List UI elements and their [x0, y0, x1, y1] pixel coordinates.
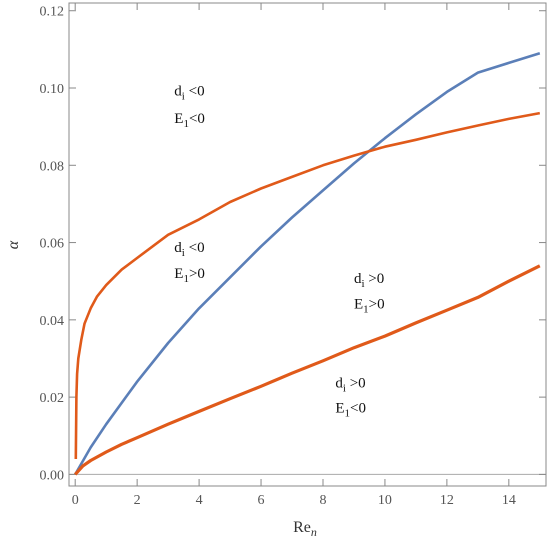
y-tick-label: 0.08 [40, 159, 65, 174]
region-label-line1: di <0 [174, 240, 204, 259]
plot-frame [68, 2, 547, 487]
region-label-line2: E1>0 [354, 296, 385, 315]
x-axis-label-subscript: n [311, 525, 317, 539]
series-line-1 [74, 51, 541, 476]
region-labels: di <0 E1<0 di <0 E1>0 di >0 E1>0 di >0 E1<0 [174, 84, 384, 420]
x-tick-label: 0 [72, 493, 79, 508]
y-tick-label: 0.02 [40, 391, 65, 406]
x-tick-label: 8 [319, 493, 326, 508]
y-tick-label: 0.12 [40, 5, 65, 20]
x-tick-label: 10 [378, 493, 392, 508]
y-tick-label: 0.00 [40, 468, 65, 483]
x-tick-label: 14 [502, 493, 516, 508]
y-tick-label: 0.06 [40, 237, 65, 252]
region-label-line2: E1>0 [174, 266, 205, 285]
x-tick-label: 6 [258, 493, 265, 508]
ticks: 0 2 4 6 8 10 12 14 0.00 0.02 0.04 0.06 0.08 0.10 0.12 [40, 3, 546, 508]
x-tick-label: 4 [196, 493, 203, 508]
series-line-3 [74, 264, 541, 476]
x-axis-label: Ren [293, 519, 317, 539]
region-label-line2: E1<0 [335, 401, 366, 420]
y-axis-label: α [5, 240, 22, 249]
y-tick-label: 0.04 [40, 314, 65, 329]
x-tick-label: 12 [440, 493, 454, 508]
region-label-line1: di >0 [354, 271, 384, 290]
y-tick-label: 0.10 [40, 82, 65, 97]
series-line-2 [74, 111, 541, 460]
region-label-line1: di >0 [335, 375, 365, 394]
region-label-line1: di <0 [174, 84, 204, 103]
series-group [74, 51, 541, 476]
x-tick-label: 2 [134, 493, 141, 508]
region-label-line2: E1<0 [174, 111, 205, 130]
